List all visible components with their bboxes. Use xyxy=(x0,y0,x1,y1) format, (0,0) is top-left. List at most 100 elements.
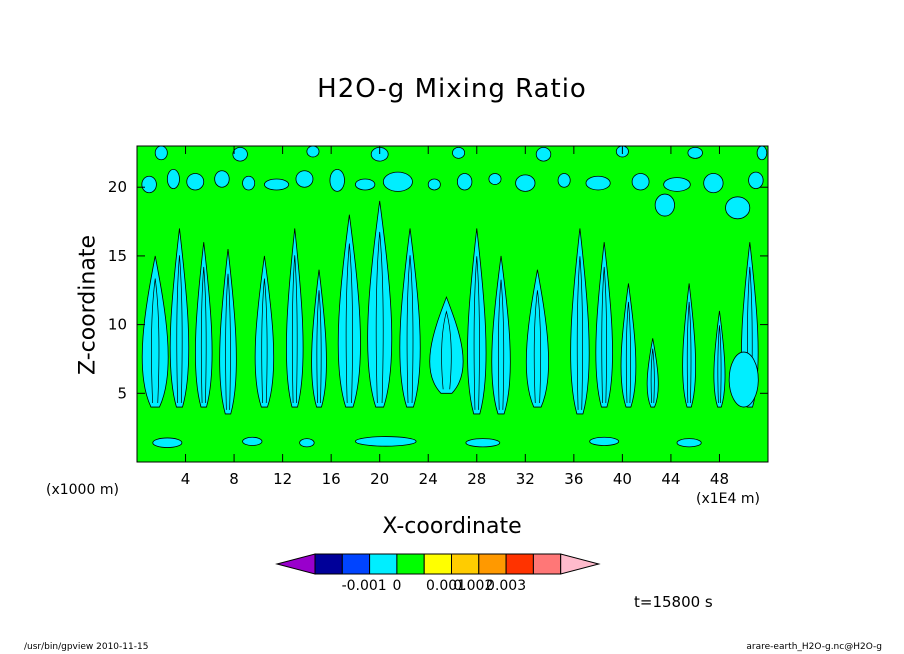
patch-37 xyxy=(725,196,751,220)
patch-27 xyxy=(687,146,703,159)
plot-frame xyxy=(136,145,769,463)
patch-36 xyxy=(728,351,759,408)
colorbar-label: 0.003 xyxy=(486,578,526,594)
plume-0 xyxy=(141,255,169,408)
colorbar-label: -0.001 xyxy=(342,578,387,594)
plume-19 xyxy=(713,310,726,408)
plume-4 xyxy=(254,255,275,408)
patch-16 xyxy=(631,173,650,191)
colorbar-swatch xyxy=(451,553,480,575)
plume-3 xyxy=(219,248,237,415)
colorbar-label: 0.001 xyxy=(426,578,466,594)
colorbar-swatch xyxy=(423,553,453,575)
plume-17 xyxy=(646,338,659,408)
plume-12 xyxy=(491,255,511,415)
plume-7 xyxy=(337,214,361,408)
patch-15 xyxy=(585,175,611,191)
patch-17 xyxy=(663,177,691,192)
x-tick-label: 20 xyxy=(370,470,389,488)
colorbar-label: 0.002 xyxy=(453,578,493,594)
footer-program: /usr/bin/gpview 2010-11-15 xyxy=(24,642,149,652)
plume-13 xyxy=(525,269,549,408)
plume-10 xyxy=(429,296,464,394)
contour-features xyxy=(141,146,768,448)
plume-inner-9 xyxy=(406,255,414,404)
plume-inner-5 xyxy=(291,255,298,404)
patch-14 xyxy=(557,173,571,188)
colorbar-label: 0 xyxy=(392,578,401,594)
x-tick-label: 28 xyxy=(467,470,486,488)
colorbar-swatch xyxy=(532,553,562,575)
patch-24 xyxy=(452,146,466,159)
plume-14 xyxy=(570,228,590,415)
plume-15 xyxy=(595,242,613,408)
x-tick-label: 24 xyxy=(419,470,438,488)
plume-18 xyxy=(682,283,697,408)
plume-inner-3 xyxy=(225,273,231,410)
colorbar-swatch xyxy=(314,553,343,575)
plume-inner-15 xyxy=(601,266,607,404)
plume-inner-2 xyxy=(200,266,207,404)
x-tick-label: 48 xyxy=(710,470,729,488)
colorbar-swatch xyxy=(341,553,371,575)
y-axis: 5 10 15 20 xyxy=(108,178,768,402)
x-unit-label: (x1000 m) xyxy=(46,482,119,498)
time-label: t=15800 s xyxy=(634,593,713,611)
plume-inner-1 xyxy=(176,255,183,404)
patch-31 xyxy=(299,438,315,448)
plume-9 xyxy=(399,228,421,408)
x-tick-label: 4 xyxy=(181,470,191,488)
colorbar-lower-triangle xyxy=(275,553,316,575)
plume-inner-7 xyxy=(345,243,353,404)
patch-6 xyxy=(295,170,314,188)
x-scale-label: (x1E4 m) xyxy=(696,491,760,507)
plume-inner-4 xyxy=(261,278,268,404)
plume-inner-17 xyxy=(650,348,655,404)
patch-9 xyxy=(382,171,413,192)
patch-0 xyxy=(141,175,157,194)
x-axis: 4 8 12 16 20 24 28 32 36 40 44 48 xyxy=(181,146,729,488)
plume-inner-11 xyxy=(473,256,480,410)
y-tick-label: 10 xyxy=(108,316,127,334)
x-tick-label: 8 xyxy=(229,470,239,488)
y-axis-title: Z-coordinate xyxy=(75,235,101,375)
colorbar-swatch xyxy=(478,553,507,575)
plume-inner-12 xyxy=(497,279,505,410)
plume-1 xyxy=(169,228,190,408)
x-tick-label: 12 xyxy=(273,470,292,488)
patch-2 xyxy=(186,173,205,191)
y-tick-label: 15 xyxy=(108,247,127,265)
chart-title: H2O-g Mixing Ratio xyxy=(317,74,587,104)
plume-6 xyxy=(311,269,327,408)
plume-inner-14 xyxy=(576,256,583,410)
patch-19 xyxy=(748,171,764,189)
patch-33 xyxy=(465,438,501,448)
patch-4 xyxy=(242,175,256,191)
plume-8 xyxy=(367,200,393,408)
plume-16 xyxy=(620,283,637,408)
plume-inner-13 xyxy=(533,290,542,404)
colorbar-swatch xyxy=(369,553,398,575)
patch-30 xyxy=(242,436,263,446)
plume-2 xyxy=(195,242,213,408)
patch-10 xyxy=(427,178,441,191)
x-tick-label: 36 xyxy=(564,470,583,488)
patch-28 xyxy=(756,146,768,161)
patch-18 xyxy=(703,173,724,194)
patch-13 xyxy=(515,174,536,192)
patch-5 xyxy=(264,178,290,191)
plume-inner-10 xyxy=(441,310,452,390)
patch-12 xyxy=(488,173,502,185)
patch-21 xyxy=(232,146,248,162)
plume-inner-19 xyxy=(717,325,722,404)
plume-inner-6 xyxy=(316,290,322,404)
patch-38 xyxy=(654,193,675,217)
x-tick-label: 16 xyxy=(322,470,341,488)
patch-1 xyxy=(166,168,180,189)
x-tick-label: 32 xyxy=(516,470,535,488)
patch-8 xyxy=(355,178,376,191)
patch-32 xyxy=(355,436,417,447)
patch-3 xyxy=(214,170,230,188)
footer-source: arare-earth_H2O-g.nc@H2O-g xyxy=(746,642,882,652)
